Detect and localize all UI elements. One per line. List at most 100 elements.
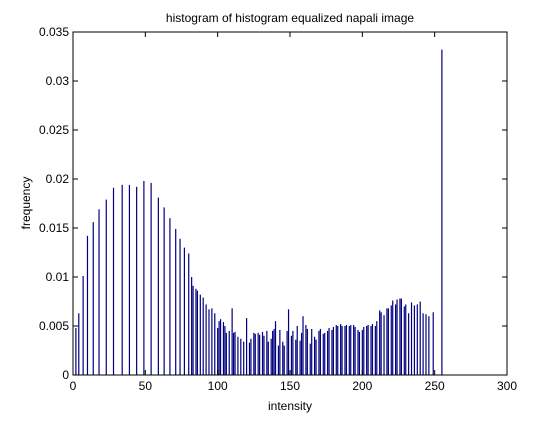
histogram-bar — [219, 319, 222, 375]
histogram-bar — [225, 332, 227, 375]
x-axis-ticks: 0 50 100 150 200 250 300 — [70, 32, 517, 393]
y-tick-label: 0.03 — [46, 74, 70, 88]
histogram-bar — [296, 326, 298, 375]
x-tick-label: 150 — [280, 379, 300, 393]
histogram-bar — [202, 297, 204, 375]
histogram-bar — [240, 338, 242, 375]
histogram-bar — [217, 327, 219, 375]
histogram-bar — [253, 332, 255, 375]
x-tick-label: 250 — [425, 379, 445, 393]
histogram-bar — [270, 338, 272, 375]
histogram-bar — [82, 276, 84, 375]
histogram-bar — [354, 326, 356, 375]
histogram-bar — [286, 330, 288, 375]
x-tick-label: 300 — [497, 379, 517, 393]
histogram-bar — [367, 325, 369, 375]
y-tick-label: 0.025 — [39, 123, 69, 137]
histogram-bar — [413, 305, 416, 375]
histogram-bar — [199, 294, 201, 375]
x-axis-label: intensity — [268, 399, 312, 413]
histogram-bar — [331, 329, 333, 375]
histogram-bar — [274, 321, 277, 375]
histogram-bar — [353, 325, 355, 375]
histogram-bar — [261, 331, 264, 375]
histogram-bar — [266, 330, 268, 375]
histogram-bar — [98, 209, 100, 375]
histogram-bar — [250, 338, 252, 375]
histogram-bar — [428, 316, 430, 375]
y-tick-label: 0.01 — [46, 270, 70, 284]
histogram-bar — [390, 305, 392, 375]
y-tick-label: 0.02 — [46, 172, 70, 186]
histogram-bar — [232, 332, 235, 375]
histogram-bar — [358, 331, 361, 375]
histogram-bar — [300, 332, 303, 375]
histogram-bar — [408, 313, 410, 375]
histogram-bar — [228, 330, 230, 375]
histogram-bar — [416, 304, 418, 375]
histogram-bar — [188, 253, 190, 375]
histogram-bar — [272, 330, 274, 375]
histogram-bar — [332, 326, 334, 375]
histogram-bar — [376, 321, 378, 375]
histogram-bar — [287, 309, 290, 375]
histogram-bar — [237, 336, 239, 375]
histogram-bar — [105, 199, 107, 375]
histogram-bar — [263, 335, 265, 375]
histogram-bar — [340, 324, 342, 375]
histogram-bar — [112, 187, 115, 375]
histogram-bar — [78, 313, 80, 375]
histogram-bar — [350, 325, 352, 375]
histogram-bar — [432, 312, 434, 375]
histogram-bar — [387, 308, 389, 375]
y-axis-label: frequency — [19, 177, 33, 230]
histogram-bar — [267, 341, 269, 375]
histogram-bar — [302, 316, 304, 375]
histogram-bar — [169, 218, 171, 375]
histogram-bar — [183, 247, 185, 375]
histogram-bar — [324, 332, 326, 375]
histogram-bar — [259, 334, 261, 375]
histogram-bar — [344, 326, 346, 375]
histogram-bar — [224, 326, 226, 375]
histogram-bar — [305, 325, 307, 375]
histogram-bar — [234, 331, 236, 375]
histogram-bar — [75, 327, 77, 375]
histogram-bar — [246, 318, 248, 375]
histogram-bar — [379, 310, 381, 375]
histogram-bar — [319, 328, 321, 375]
histogram-bar — [231, 308, 233, 375]
histogram-bar — [322, 333, 324, 375]
histogram-bar — [403, 306, 405, 375]
histogram-bar — [175, 228, 177, 375]
histogram-bar — [315, 339, 317, 375]
histogram-bar — [337, 326, 339, 375]
histogram-bar — [425, 314, 427, 375]
histogram-bar — [374, 326, 376, 375]
histogram-bar — [313, 336, 316, 375]
y-tick-label: 0.015 — [39, 221, 69, 235]
histogram-bar — [392, 300, 394, 375]
histogram-bar — [290, 335, 293, 375]
histogram-bar — [363, 326, 365, 375]
chart-title: histogram of histogram equalized napali … — [166, 11, 414, 25]
plot-frame — [72, 31, 508, 376]
histogram-bar — [328, 327, 330, 375]
histogram-bar — [396, 299, 398, 375]
histogram-bar — [345, 325, 348, 375]
histogram-bar — [257, 332, 259, 375]
histogram-bar — [243, 341, 245, 375]
histogram-bar — [195, 288, 197, 375]
histogram-bar — [196, 290, 199, 375]
histogram-bar — [192, 285, 194, 375]
histogram-bar — [157, 197, 159, 375]
histogram-bar — [179, 238, 181, 375]
histogram-bar — [222, 322, 225, 375]
histogram-bar — [218, 321, 220, 375]
histogram-bar — [422, 313, 424, 375]
histogram-bar — [121, 184, 123, 375]
x-tick-label: 0 — [70, 379, 77, 393]
histogram-bar — [383, 315, 385, 375]
histogram-bar — [279, 329, 281, 375]
